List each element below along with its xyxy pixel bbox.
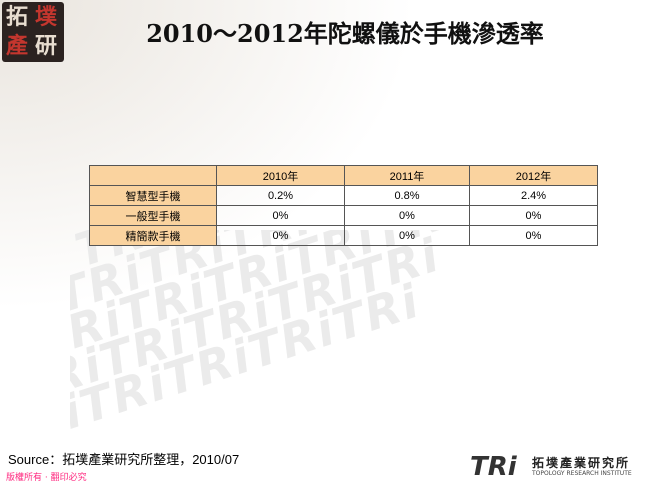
column-header: 2012年 xyxy=(469,165,598,186)
logo-char: 拓 xyxy=(6,4,29,30)
row-label: 精簡款手機 xyxy=(89,225,217,246)
table-cell: 0% xyxy=(343,225,471,246)
column-header: 2011年 xyxy=(343,165,471,186)
table-row: 一般型手機 0% 0% 0% xyxy=(89,205,598,226)
logo-char: 墣 xyxy=(35,4,58,30)
logo-char: 產 xyxy=(6,33,29,59)
table-row: 智慧型手機 0.2% 0.8% 2.4% xyxy=(89,185,598,206)
table-cell: 0.8% xyxy=(343,185,471,206)
table-row: 精簡款手機 0% 0% 0% xyxy=(89,225,598,246)
penetration-table: 2010年 2011年 2012年 智慧型手機 0.2% 0.8% 2.4% 一… xyxy=(89,165,598,246)
column-header: 2010年 xyxy=(216,165,345,186)
table-header-row: 2010年 2011年 2012年 xyxy=(89,165,598,186)
tri-logo-mark: TRi xyxy=(470,452,517,482)
page-title: 2010～2012年陀螺儀於手機滲透率 xyxy=(146,19,544,48)
table-cell: 0% xyxy=(216,225,345,246)
source-note: Source：拓墣產業研究所整理，2010/07 xyxy=(8,452,240,467)
column-header xyxy=(89,165,217,186)
table-cell: 0% xyxy=(343,205,471,226)
row-label: 一般型手機 xyxy=(89,205,217,226)
table-cell: 0% xyxy=(216,205,345,226)
logo-char: 研 xyxy=(35,33,58,59)
table-cell: 0% xyxy=(469,225,598,246)
institute-name-en: TOPOLOGY RESEARCH INSTITUTE xyxy=(532,470,632,477)
table-cell: 2.4% xyxy=(469,185,598,206)
table-cell: 0.2% xyxy=(216,185,345,206)
copyright-note: 版權所有 · 翻印必究 xyxy=(6,473,87,483)
brand-logo: 拓 墣 產 研 xyxy=(2,2,64,62)
tri-watermark: TRiTRiTRiTRiTRi TRiTRiTRiTRiTRi TRiTRiTR… xyxy=(70,230,507,450)
table-cell: 0% xyxy=(469,205,598,226)
institute-name-cn: 拓墣產業研究所 xyxy=(532,456,631,470)
row-label: 智慧型手機 xyxy=(89,185,217,206)
